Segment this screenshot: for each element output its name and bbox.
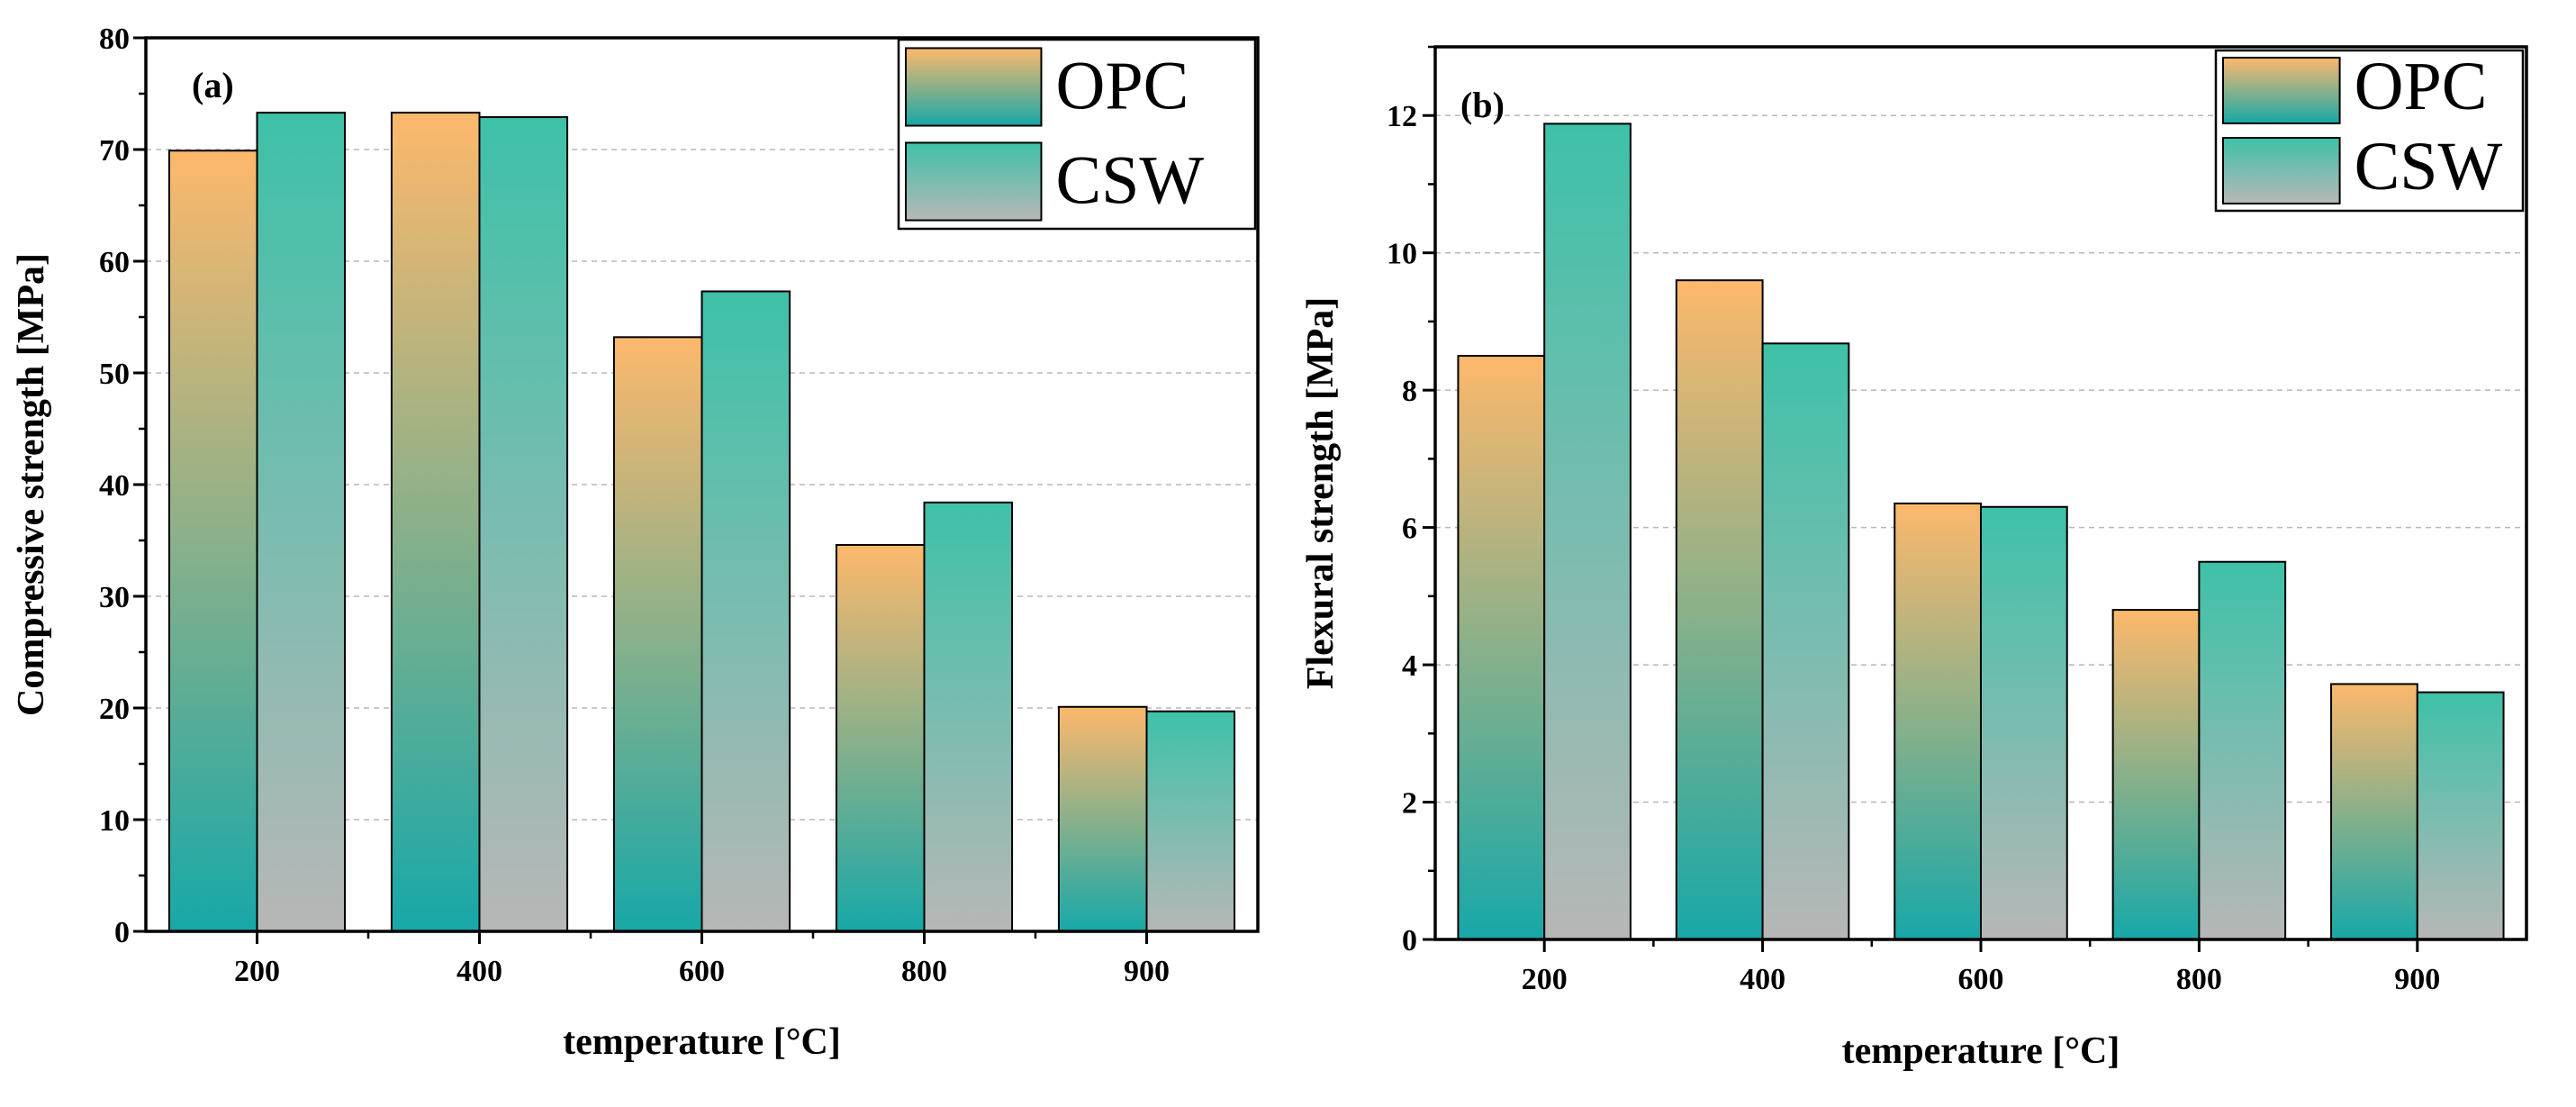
bar-opc-800 <box>2111 609 2201 940</box>
x-tick-label: 200 <box>234 955 280 988</box>
bar-csw-800 <box>2198 560 2287 940</box>
bar-csw-900 <box>1145 710 1236 932</box>
bar-opc-900 <box>2330 683 2418 940</box>
bar-csw-800 <box>923 501 1014 933</box>
y-tick-label: 80 <box>99 23 130 56</box>
bar-opc-400 <box>1675 279 1764 940</box>
x-tick-label: 900 <box>1124 955 1170 988</box>
x-axis-a: 200 400 600 800 900 <box>234 931 1170 988</box>
legend-label-csw: CSW <box>1055 143 1204 219</box>
y-axis-title: Compressive strength [MPa] <box>11 253 52 716</box>
y-tick-label: 8 <box>1402 375 1417 408</box>
bar-csw-200 <box>256 112 347 932</box>
bar-csw-400 <box>478 116 569 933</box>
bar-opc-200 <box>167 150 258 933</box>
y-tick-label: 20 <box>99 693 130 726</box>
legend-a: OPC CSW <box>897 38 1257 231</box>
legend-swatch-csw <box>905 141 1043 222</box>
x-axis-b: 200 400 600 800 900 <box>1522 939 2440 996</box>
chart-panel-b: 0 2 4 6 8 10 12 200 400 600 800 900 temperature [°C]… <box>1300 45 2528 1072</box>
y-tick-label: 40 <box>99 469 130 503</box>
bar-opc-400 <box>390 112 481 932</box>
x-tick-label: 400 <box>1740 963 1785 996</box>
legend-swatch-csw <box>2222 137 2341 204</box>
y-axis-a: 0 10 20 30 40 50 60 70 80 <box>99 23 146 949</box>
x-axis-title: temperature [°C] <box>563 1021 841 1063</box>
x-tick-label: 600 <box>679 955 725 988</box>
bars-b <box>1457 122 2505 941</box>
x-tick-label: 900 <box>2394 963 2440 996</box>
bar-opc-200 <box>1457 355 1546 940</box>
panel-label: (b) <box>1460 85 1505 125</box>
bar-opc-600 <box>1894 502 1982 941</box>
y-tick-label: 10 <box>99 804 130 838</box>
legend-label-opc: OPC <box>1055 49 1189 124</box>
y-tick-label: 0 <box>114 916 130 949</box>
legend-label-opc: OPC <box>2355 49 2488 124</box>
legend-label-csw: CSW <box>2355 129 2503 204</box>
x-tick-label: 400 <box>456 955 502 988</box>
legend-swatch-opc <box>2222 57 2341 124</box>
bar-csw-200 <box>1543 122 1631 940</box>
bar-csw-900 <box>2416 691 2505 940</box>
x-tick-label: 800 <box>901 955 947 988</box>
y-tick-label: 60 <box>99 246 130 279</box>
x-axis-title: temperature [°C] <box>1842 1030 2120 1072</box>
y-tick-label: 0 <box>1402 924 1417 957</box>
bar-csw-600 <box>700 290 791 933</box>
bar-csw-600 <box>1980 505 2068 940</box>
y-axis-title: Flexural strength [MPa] <box>1300 297 1342 689</box>
bar-opc-800 <box>835 543 926 933</box>
y-tick-label: 6 <box>1402 513 1417 546</box>
chart-panel-a: 0 10 20 30 40 50 60 70 80 200 400 600 800 900 temperat… <box>11 23 1260 1063</box>
y-tick-label: 10 <box>1387 238 1417 271</box>
y-axis-b: 0 2 4 6 8 10 12 <box>1387 45 1435 957</box>
y-tick-label: 50 <box>99 358 130 391</box>
y-tick-label: 70 <box>99 134 130 168</box>
panel-label: (a) <box>192 65 234 105</box>
bar-csw-400 <box>1761 342 1850 941</box>
y-tick-label: 4 <box>1402 649 1417 683</box>
x-tick-label: 200 <box>1522 963 1568 996</box>
legend-swatch-opc <box>905 47 1043 127</box>
y-tick-label: 12 <box>1387 100 1417 133</box>
y-tick-label: 2 <box>1402 787 1417 821</box>
x-tick-label: 800 <box>2176 963 2222 996</box>
x-tick-label: 600 <box>1958 963 2004 996</box>
y-tick-label: 30 <box>99 581 130 614</box>
bars-a <box>167 112 1236 933</box>
bar-opc-600 <box>612 336 703 932</box>
bar-opc-900 <box>1057 705 1148 933</box>
